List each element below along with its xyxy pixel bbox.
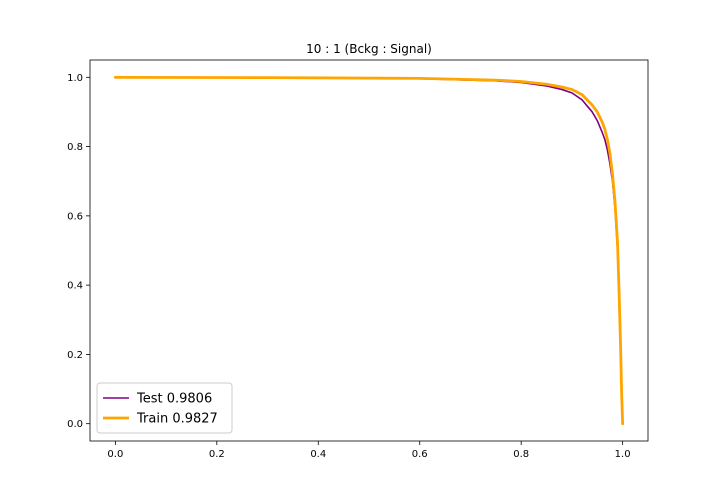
x-tick-label: 0.8 — [513, 449, 529, 460]
legend-box — [96, 382, 233, 434]
x-tick-label: 0.2 — [209, 449, 225, 460]
legend-label-train: Train 0.9827 — [136, 412, 218, 427]
plot-area — [113, 75, 625, 426]
y-tick-label: 0.8 — [67, 142, 83, 153]
legend-label-test: Test 0.9806 — [136, 392, 212, 407]
x-tick-label: 0.6 — [412, 449, 428, 460]
axes-frame — [89, 59, 649, 442]
y-tick-label: 0.0 — [67, 419, 83, 430]
y-tick-label: 0.4 — [67, 281, 83, 292]
series-line-train — [113, 75, 625, 426]
x-axis: 0.0 0.2 0.4 0.6 0.8 1.0 — [107, 441, 631, 460]
x-tick-label: 0.0 — [107, 449, 123, 460]
x-tick-label: 1.0 — [615, 449, 631, 460]
legend-items: Test 0.9806 Train 0.9827 — [103, 392, 218, 427]
legend: Test 0.9806 Train 0.9827 — [96, 382, 233, 434]
series-layer — [113, 75, 625, 426]
x-tick-label: 0.4 — [310, 449, 326, 460]
y-axis: 0.0 0.2 0.4 0.6 0.8 1.0 — [67, 73, 90, 430]
y-tick-label: 0.2 — [67, 350, 83, 361]
y-tick-label: 0.6 — [67, 211, 83, 222]
y-tick-label: 1.0 — [67, 73, 83, 84]
chart-title: 10 : 1 (Bckg : Signal) — [306, 42, 432, 56]
